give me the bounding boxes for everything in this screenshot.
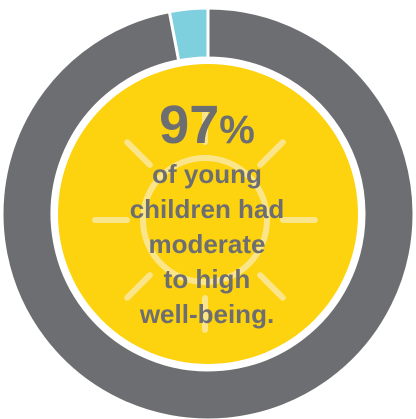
center-percentage-number: 97 — [159, 95, 219, 155]
sun-ray — [257, 139, 286, 168]
center-percentage: 97% — [159, 95, 255, 155]
center-label: 97% of young children had moderate to hi… — [130, 95, 285, 329]
center-text-line: to high — [164, 264, 251, 294]
sun-ray — [124, 272, 153, 301]
center-text-line: children had — [130, 194, 285, 224]
sun-icon — [92, 107, 318, 333]
sun-circle — [140, 155, 270, 285]
center-text-line: well-being. — [139, 299, 274, 329]
center-text-line: of young — [152, 159, 262, 189]
center-text-line: moderate — [148, 229, 265, 259]
center-percentage-unit: % — [219, 108, 255, 152]
sun-ray — [124, 139, 153, 168]
donut-slice — [0, 6, 416, 419]
sun-ray — [257, 272, 286, 301]
donut-slice — [167, 6, 210, 63]
donut-slices — [0, 6, 416, 419]
